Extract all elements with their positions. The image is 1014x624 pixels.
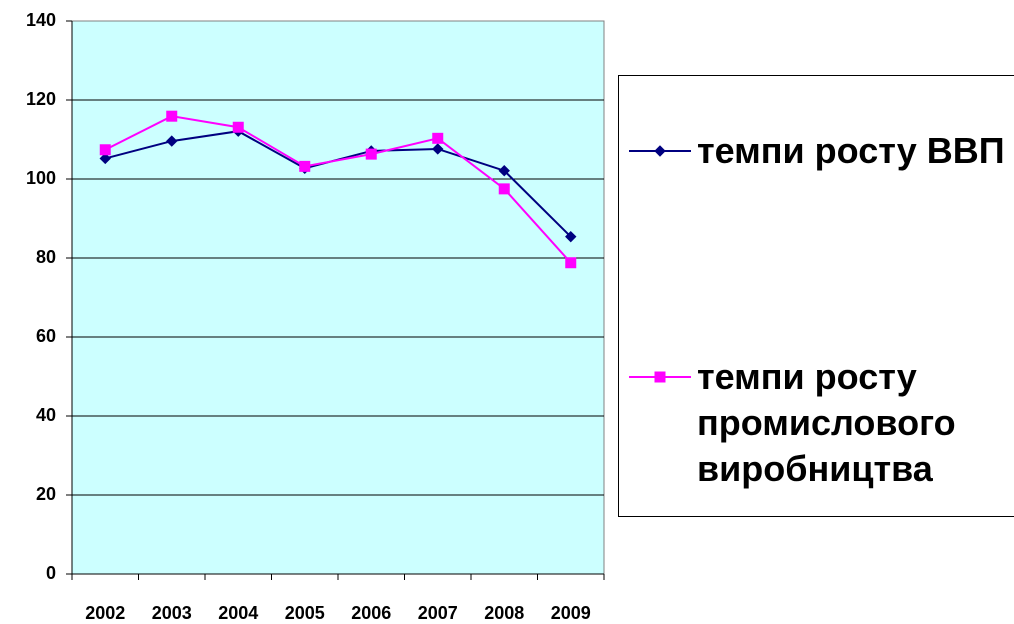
x-tick-label: 2003: [152, 603, 192, 623]
series-line: [104, 115, 572, 264]
plot-area: [71, 20, 605, 575]
y-tick-label: 100: [26, 168, 56, 188]
y-tick-label: 40: [36, 405, 56, 425]
x-tick-label: 2008: [484, 603, 524, 623]
legend-label: темпи росту промислового виробництва: [697, 356, 956, 489]
marker: [654, 371, 666, 383]
marker: [299, 160, 311, 172]
x-tick-label: 2002: [85, 603, 125, 623]
x-tick-label: 2005: [285, 603, 325, 623]
marker: [166, 110, 178, 122]
y-tick-label: 0: [46, 563, 56, 583]
marker: [432, 143, 444, 155]
y-tick-label: 140: [26, 10, 56, 30]
legend: темпи росту ВВП темпи росту промислового …: [618, 75, 1014, 517]
marker: [99, 152, 111, 165]
marker: [498, 183, 510, 195]
legend-key: [629, 371, 691, 383]
marker: [166, 135, 178, 147]
marker: [365, 148, 377, 160]
marker: [565, 230, 577, 243]
marker: [432, 132, 444, 144]
y-tick-label: 120: [26, 89, 56, 109]
marker: [654, 145, 666, 157]
x-tick-label: 2004: [218, 603, 258, 623]
y-tick-label: 20: [36, 484, 56, 504]
legend-key: [629, 145, 691, 157]
x-tick-label: 2006: [351, 603, 391, 623]
marker: [99, 144, 111, 156]
marker: [565, 257, 577, 269]
x-tick-label: 2009: [551, 603, 591, 623]
legend-label: темпи росту ВВП: [697, 130, 1005, 171]
y-tick-label: 80: [36, 247, 56, 267]
marker: [232, 121, 244, 133]
y-tick-label: 60: [36, 326, 56, 346]
x-tick-label: 2007: [418, 603, 458, 623]
marker: [498, 164, 510, 177]
